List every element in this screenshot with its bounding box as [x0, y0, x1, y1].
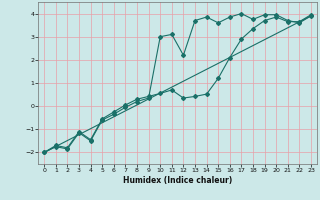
X-axis label: Humidex (Indice chaleur): Humidex (Indice chaleur)	[123, 176, 232, 185]
